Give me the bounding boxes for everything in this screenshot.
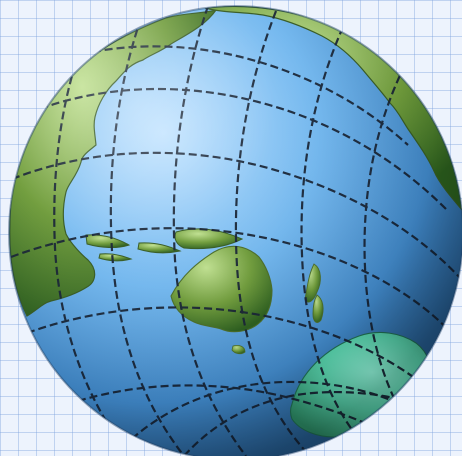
globe	[8, 5, 462, 456]
globe-shading	[9, 6, 462, 456]
globe-outline	[8, 5, 462, 456]
